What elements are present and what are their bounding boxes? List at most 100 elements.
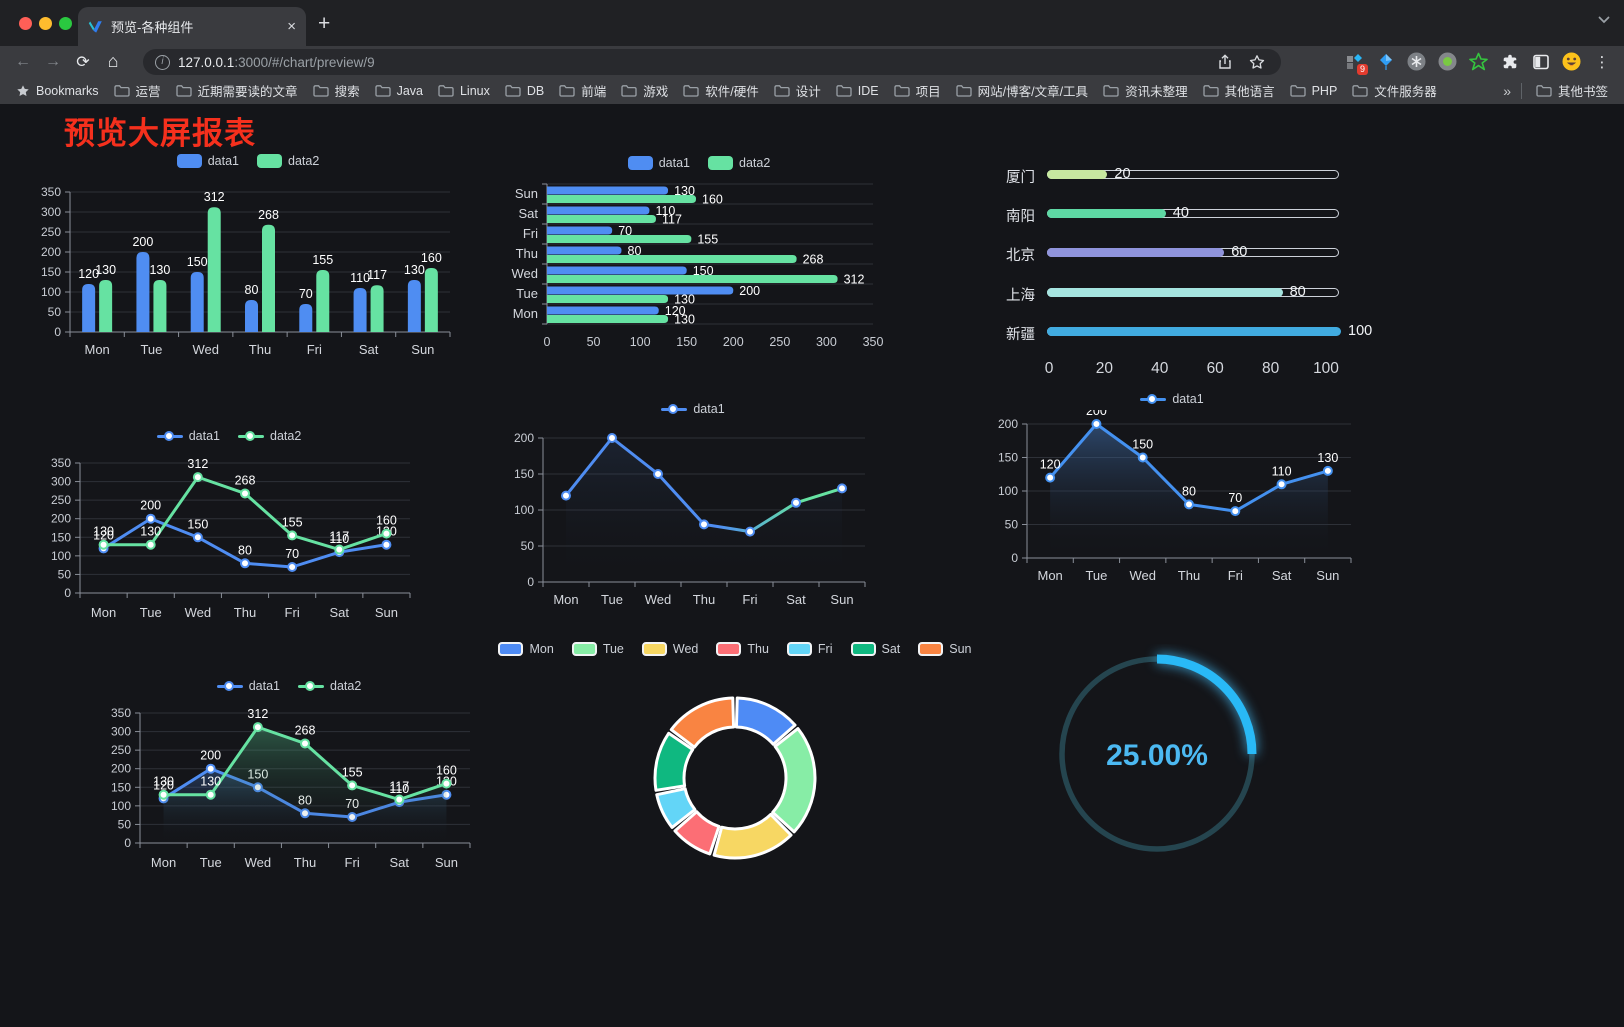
kite-extension-icon[interactable] — [1372, 48, 1399, 75]
line-chart-canvas: 0 50 100 150 200 Mon Tue Wed Thu Fri Sat Sun 120 200 1… — [998, 404, 1352, 583]
bookmark-folder[interactable]: Linux — [434, 82, 494, 100]
svg-text:130: 130 — [674, 313, 695, 327]
svg-text:50: 50 — [58, 567, 72, 581]
svg-text:250: 250 — [41, 225, 61, 239]
legend-item[interactable]: Wed — [641, 642, 698, 656]
minimize-window-button[interactable] — [39, 17, 52, 30]
legend-item[interactable]: Thu — [716, 642, 769, 656]
legend-item[interactable]: data1 — [216, 679, 280, 693]
back-button[interactable]: ← — [15, 52, 31, 70]
bookmarks-manager[interactable]: Bookmarks — [12, 82, 103, 100]
legend-item[interactable]: data1 — [176, 154, 239, 168]
axis-tick-label: 60 — [1206, 360, 1224, 377]
bookmark-folder[interactable]: DB — [501, 82, 548, 100]
legend-item[interactable]: data2 — [708, 156, 770, 170]
legend-item[interactable]: data2 — [257, 154, 319, 168]
reload-button[interactable]: ⟳ — [76, 53, 90, 71]
bookmark-star-icon[interactable] — [1245, 54, 1269, 70]
gauge-chart: 25.00% — [1040, 644, 1275, 866]
legend-label: Fri — [817, 642, 833, 656]
bookmark-folder[interactable]: PHP — [1286, 82, 1342, 100]
legend-item[interactable]: data2 — [298, 679, 361, 693]
tab-close-icon[interactable]: × — [287, 18, 296, 35]
bookmark-folder[interactable]: 搜索 — [309, 79, 364, 102]
svg-text:70: 70 — [285, 547, 299, 561]
bookmark-folder[interactable]: 其他语言 — [1199, 79, 1279, 102]
progress-fill — [1047, 170, 1108, 179]
bookmark-folder[interactable]: IDE — [832, 82, 883, 100]
svg-text:50: 50 — [521, 539, 535, 553]
svg-text:Wed: Wed — [185, 605, 212, 620]
legend-item[interactable]: Tue — [571, 642, 624, 656]
close-window-button[interactable] — [19, 17, 32, 30]
legend-item[interactable]: Mon — [498, 642, 554, 656]
svg-text:Mon: Mon — [151, 855, 176, 870]
axis-tick-label: 40 — [1151, 360, 1169, 377]
svg-text:268: 268 — [803, 253, 824, 267]
other-bookmarks[interactable]: 其他书签 — [1532, 79, 1612, 102]
svg-text:80: 80 — [245, 283, 259, 297]
bookmarks-overflow-chevron[interactable]: » — [1503, 82, 1511, 99]
sidebar-toggle-icon[interactable] — [1527, 48, 1554, 75]
new-tab-button[interactable]: + — [318, 12, 331, 35]
asterisk-extension-icon[interactable] — [1403, 48, 1430, 75]
svg-text:120: 120 — [665, 304, 686, 318]
legend-item[interactable]: data1 — [661, 402, 725, 416]
svg-text:Thu: Thu — [294, 855, 316, 870]
legend-item[interactable]: data1 — [156, 429, 220, 443]
svg-text:Mon: Mon — [84, 342, 109, 357]
legend-item[interactable]: data2 — [238, 429, 301, 443]
grid-diamond-extension-icon[interactable]: 9 — [1341, 48, 1368, 75]
svg-text:120: 120 — [1040, 458, 1061, 472]
legend-item[interactable]: Fri — [786, 642, 833, 656]
address-bar[interactable]: i 127.0.0.1:3000/#/chart/preview/9 — [143, 49, 1281, 75]
svg-text:130: 130 — [95, 263, 116, 277]
legend-label: data1 — [188, 429, 220, 443]
legend-item[interactable]: data1 — [1140, 392, 1204, 406]
bookmark-folder[interactable]: 前端 — [555, 79, 610, 102]
svg-text:117: 117 — [662, 213, 682, 227]
bookmark-folder[interactable]: 网站/博客/文章/工具 — [952, 79, 1092, 102]
svg-text:150: 150 — [514, 467, 534, 481]
svg-text:Tue: Tue — [140, 605, 162, 620]
svg-text:0: 0 — [64, 586, 71, 600]
svg-text:Sun: Sun — [830, 592, 853, 607]
bookmark-folder[interactable]: 游戏 — [617, 79, 672, 102]
home-button[interactable]: ⌂ — [107, 51, 119, 71]
record-extension-icon[interactable] — [1434, 48, 1461, 75]
svg-text:155: 155 — [282, 515, 303, 529]
browser-tab[interactable]: 预览-各种组件 × — [78, 7, 306, 46]
bookmark-folder[interactable]: 项目 — [890, 79, 945, 102]
legend-swatch — [627, 156, 653, 170]
bookmark-folder[interactable]: 运营 — [110, 79, 165, 102]
browser-menu-icon[interactable]: ⋮ — [1594, 53, 1611, 71]
legend-item[interactable]: data1 — [627, 156, 690, 170]
legend-swatch — [176, 154, 202, 168]
legend-item[interactable]: Sun — [918, 642, 972, 656]
url-text[interactable]: 127.0.0.1:3000/#/chart/preview/9 — [178, 54, 375, 70]
site-info-icon[interactable]: i — [155, 54, 170, 70]
legend-label: Mon — [529, 642, 554, 656]
bookmark-folder[interactable]: 文件服务器 — [1348, 79, 1441, 102]
folder-icon — [438, 85, 454, 97]
bookmark-folder[interactable]: 近期需要读的文章 — [172, 79, 302, 102]
svg-text:312: 312 — [247, 707, 268, 721]
forward-button[interactable]: → — [45, 52, 61, 70]
svg-text:117: 117 — [389, 780, 409, 794]
legend-item[interactable]: Sat — [850, 642, 900, 656]
bookmark-folder[interactable]: 设计 — [770, 79, 825, 102]
emoji-extension-icon[interactable] — [1558, 48, 1585, 75]
bookmark-folder[interactable]: Java — [371, 82, 427, 100]
svg-text:200: 200 — [111, 762, 131, 776]
bookmark-folder[interactable]: 软件/硬件 — [679, 79, 762, 102]
bookmark-folder[interactable]: 资讯未整理 — [1099, 79, 1192, 102]
share-icon[interactable] — [1213, 54, 1237, 70]
svg-text:Sun: Sun — [375, 605, 398, 620]
svg-text:50: 50 — [1005, 518, 1019, 532]
puzzle-extensions-icon[interactable] — [1496, 48, 1523, 75]
zoom-window-button[interactable] — [59, 17, 72, 30]
two-series-line-chart: data1 data2 0 50 100 150 200 250 300 350 Mon Tue Wed… — [40, 425, 418, 639]
green-star-extension-icon[interactable] — [1465, 48, 1492, 75]
legend-label: Thu — [747, 642, 769, 656]
chevron-down-icon[interactable] — [1598, 16, 1610, 24]
